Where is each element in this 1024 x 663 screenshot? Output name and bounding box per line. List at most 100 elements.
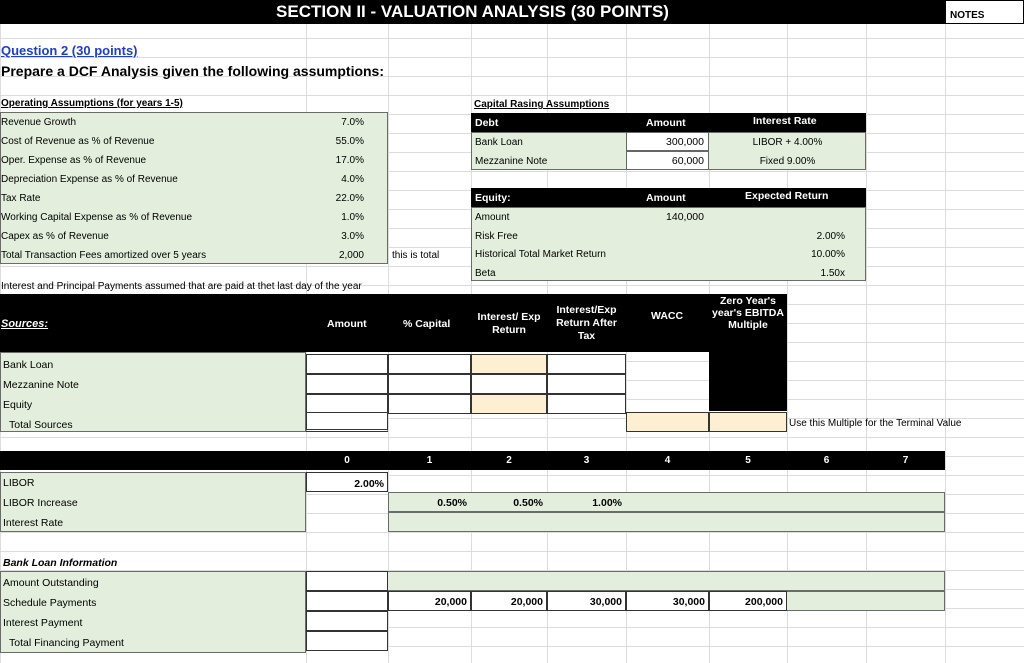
- section-title: SECTION II - VALUATION ANALYSIS (30 POIN…: [0, 0, 945, 24]
- payment-cell[interactable]: [547, 591, 626, 611]
- capital-heading: Capital Rasing Assumptions: [474, 99, 610, 110]
- equity-row-amount: 140,000: [666, 211, 704, 223]
- sources-input-cell[interactable]: [547, 354, 626, 374]
- bank-loan-year0-cell[interactable]: [306, 611, 388, 631]
- operating-row-value: 2,000: [338, 250, 364, 261]
- year-label: 7: [902, 455, 909, 466]
- equity-row-value: 10.00%: [811, 249, 845, 260]
- year-label: 6: [823, 455, 830, 466]
- question-heading[interactable]: Question 2 (30 points): [1, 43, 138, 58]
- total-sources-cell[interactable]: [306, 412, 388, 432]
- rates-table: [0, 472, 306, 532]
- sources-input-cell[interactable]: [306, 374, 388, 394]
- equity-row-value: 2.00%: [816, 230, 845, 242]
- equity-row-label: Beta: [475, 267, 496, 279]
- operating-row-value: 4.0%: [341, 174, 364, 185]
- equity-row-value: 1.50x: [820, 267, 845, 279]
- multiple-header-label: Zero Year's year's EBITDA Multiple: [712, 295, 784, 331]
- wacc-cell[interactable]: [626, 412, 709, 432]
- operating-note: this is total: [392, 250, 440, 261]
- operating-row-label: Tax Rate: [1, 193, 41, 204]
- debt-row-rate: LIBOR + 4.00%: [752, 137, 823, 148]
- libor-value: 2.00%: [354, 478, 384, 490]
- year-label: 4: [664, 455, 671, 466]
- debt-header-label: Debt: [475, 117, 499, 129]
- operating-row-label: Revenue Growth: [1, 117, 77, 128]
- year-label: 1: [426, 455, 433, 466]
- sources-input-cell[interactable]: [471, 394, 547, 414]
- sources-input-cell[interactable]: [388, 354, 471, 374]
- year-label: 3: [583, 455, 590, 466]
- amount-header: Amount: [327, 318, 367, 330]
- equity-header-label: Equity:: [475, 192, 511, 204]
- equity-row-label: Historical Total Market Return: [475, 249, 606, 260]
- libor-increase-band: [388, 492, 945, 512]
- bank-loan-year0-cell[interactable]: [306, 571, 388, 591]
- operating-row-value: 1.0%: [341, 212, 364, 223]
- operating-table: [0, 112, 388, 264]
- debt-amount-header: Amount: [646, 117, 686, 129]
- sources-input-cell[interactable]: [388, 374, 471, 394]
- bank-loan-row-label: Schedule Payments: [3, 597, 97, 609]
- sources-table: [0, 352, 306, 432]
- sources-row-label: Total Sources: [9, 419, 73, 431]
- sources-row-label: Bank Loan: [3, 359, 54, 371]
- libor-increase-label: LIBOR Increase: [3, 497, 78, 509]
- sources-input-cell[interactable]: [388, 394, 471, 414]
- sources-input-cell[interactable]: [471, 374, 547, 394]
- multiple-header: [709, 294, 787, 411]
- grid-col: [945, 0, 946, 663]
- sources-header: [0, 294, 709, 352]
- debt-row-label: Bank Loan: [475, 137, 523, 148]
- year-label: 0: [344, 455, 350, 466]
- terminal-note: Use this Multiple for the Terminal Value: [789, 418, 962, 429]
- sources-input-cell[interactable]: [547, 374, 626, 394]
- sources-row-label: Mezzanine Note: [3, 379, 79, 391]
- question-prompt: Prepare a DCF Analysis given the followi…: [1, 63, 385, 79]
- payment-cell[interactable]: [626, 591, 709, 611]
- payment-cell[interactable]: [388, 591, 471, 611]
- operating-row-label: Cost of Revenue as % of Revenue: [1, 136, 155, 147]
- debt-amount-cell[interactable]: [626, 132, 709, 151]
- pct-capital-header: % Capital: [403, 318, 451, 330]
- libor-label: LIBOR: [3, 477, 35, 489]
- payment-value: 30,000: [672, 596, 705, 608]
- grid-col: [787, 0, 788, 663]
- sources-input-cell[interactable]: [471, 354, 547, 374]
- payment-value: 30,000: [589, 596, 622, 608]
- grid-col: [866, 0, 867, 663]
- bank-loan-table: [0, 571, 306, 653]
- interest-rate-label: Interest Rate: [3, 517, 64, 529]
- timeline-header: [0, 451, 945, 470]
- bank-loan-year0-cell[interactable]: [306, 591, 388, 611]
- multiple-cell[interactable]: [709, 412, 787, 432]
- equity-return-header: Expected Return: [745, 190, 829, 202]
- operating-row-label: Oper. Expense as % of Revenue: [1, 155, 147, 166]
- bank-loan-year0-cell[interactable]: [306, 631, 388, 651]
- bank-loan-heading: Bank Loan Information: [3, 557, 118, 569]
- wacc-header: WACC: [651, 310, 684, 322]
- sources-label: Sources:: [1, 318, 49, 330]
- libor-increase-value: 0.50%: [513, 497, 543, 509]
- bank-loan-row-label: Interest Payment: [3, 617, 83, 629]
- sources-input-cell[interactable]: [306, 394, 388, 414]
- operating-row-value: 17.0%: [335, 155, 364, 166]
- after-tax-header: Interest/Exp Return After Tax: [556, 304, 617, 342]
- debt-rate-header: Interest Rate: [753, 115, 817, 127]
- sources-input-cell[interactable]: [306, 354, 388, 374]
- interest-rate-band: [388, 512, 945, 532]
- debt-amount-cell[interactable]: [626, 151, 709, 170]
- payment-cell[interactable]: [709, 591, 787, 611]
- bank-loan-row-label: Amount Outstanding: [3, 577, 99, 589]
- equity-row-label: Risk Free: [475, 230, 518, 242]
- payment-cell[interactable]: [471, 591, 547, 611]
- sources-input-cell[interactable]: [547, 394, 626, 414]
- operating-row-label: Total Transaction Fees amortized over 5 …: [1, 250, 207, 261]
- payment-value: 20,000: [434, 596, 467, 608]
- operating-heading: Operating Assumptions (for years 1-5): [1, 98, 183, 109]
- payment-value: 20,000: [510, 596, 543, 608]
- libor-increase-value: 1.00%: [592, 497, 622, 509]
- equity-amount-header: Amount: [646, 192, 686, 204]
- operating-row-value: 7.0%: [341, 117, 364, 128]
- year-label: 5: [745, 455, 751, 466]
